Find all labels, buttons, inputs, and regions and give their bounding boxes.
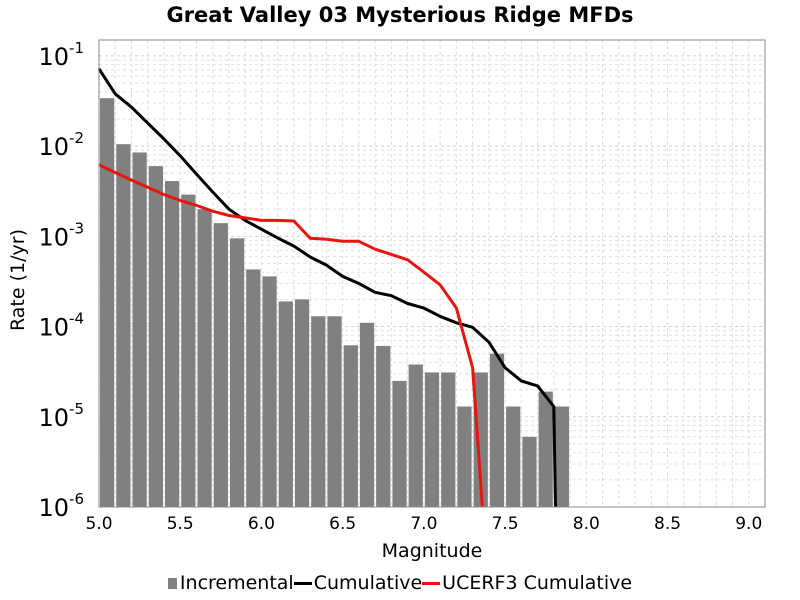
incremental-bar <box>473 372 488 507</box>
cumulative-line <box>97 67 557 508</box>
y-tick-label: 10-1 <box>38 39 84 71</box>
y-axis-label: Rate (1/yr) <box>7 229 29 331</box>
incremental-bar <box>327 316 342 507</box>
incremental-bar <box>392 380 407 507</box>
x-axis-label: Magnitude <box>381 540 483 562</box>
y-tick-label: 10-6 <box>38 490 84 522</box>
legend-label-cumulative: Cumulative <box>313 572 423 594</box>
y-tick-label: 10-4 <box>38 310 84 342</box>
incremental-bar <box>278 301 293 507</box>
y-tick-base: 10 <box>38 314 69 342</box>
legend-label-incremental: Incremental <box>179 572 294 594</box>
y-tick-exponent: -4 <box>69 310 84 328</box>
cumulative-lines <box>97 67 557 508</box>
incremental-bar <box>522 436 537 507</box>
incremental-bar <box>164 181 180 507</box>
incremental-bar <box>197 209 212 507</box>
y-tick-label: 10-2 <box>38 129 84 161</box>
x-tick-label: 8.5 <box>654 514 681 534</box>
x-tick-label: 7.5 <box>492 514 519 534</box>
chart-title: Great Valley 03 Mysterious Ridge MFDs <box>166 3 634 27</box>
incremental-bars <box>100 98 570 508</box>
incremental-bar <box>213 223 228 508</box>
legend-item-cumulative: Cumulative <box>293 572 423 594</box>
y-tick-base: 10 <box>38 133 69 161</box>
incremental-bar <box>262 276 277 507</box>
ucerf3-cumulative-line <box>98 163 484 508</box>
y-tick-base: 10 <box>38 223 69 251</box>
x-tick-label: 8.0 <box>573 514 600 534</box>
incremental-bar <box>132 152 147 508</box>
x-tick-label: 9.0 <box>735 514 762 534</box>
incremental-bar <box>554 406 570 507</box>
plot-frame <box>98 39 766 508</box>
incremental-bar <box>116 144 131 507</box>
y-tick-exponent: -5 <box>69 400 84 418</box>
x-tick-label: 5.0 <box>85 514 112 534</box>
y-tick-label: 10-5 <box>38 400 84 432</box>
incremental-bar <box>457 406 472 507</box>
incremental-bar <box>343 345 358 507</box>
incremental-bar <box>294 299 310 507</box>
y-tick-exponent: -1 <box>69 39 84 57</box>
incremental-bar <box>181 194 196 508</box>
incremental-bar <box>229 238 245 507</box>
incremental-bar <box>376 345 391 507</box>
incremental-bar <box>148 166 163 507</box>
x-tick-label: 7.0 <box>410 514 437 534</box>
axis-tick-labels: 5.0 5.5 6.0 6.5 7.0 7.5 8.0 8.5 9.010-610-510-41… <box>38 39 762 534</box>
y-tick-label: 10-3 <box>38 219 84 251</box>
legend-swatch-ucerf3-cumulative <box>422 581 441 585</box>
legend-swatch-incremental <box>167 577 177 589</box>
incremental-bar <box>311 316 326 507</box>
y-tick-base: 10 <box>38 494 69 522</box>
x-tick-label: 6.5 <box>329 514 356 534</box>
legend-swatch-cumulative <box>293 581 312 585</box>
incremental-bar <box>538 391 553 507</box>
legend: Incremental Cumulative UCERF3 Cumulative <box>0 572 800 594</box>
incremental-bar <box>489 353 505 507</box>
y-tick-base: 10 <box>38 404 69 432</box>
y-tick-exponent: -3 <box>69 219 84 237</box>
x-tick-label: 5.5 <box>167 514 194 534</box>
x-tick-label: 6.0 <box>248 514 275 534</box>
incremental-bar <box>408 364 423 507</box>
incremental-bar <box>424 372 440 507</box>
incremental-bar <box>359 322 375 507</box>
y-tick-base: 10 <box>38 43 69 71</box>
incremental-bar <box>506 406 521 507</box>
y-tick-exponent: -6 <box>69 490 84 508</box>
y-tick-exponent: -2 <box>69 129 84 147</box>
legend-label-ucerf3-cumulative: UCERF3 Cumulative <box>442 572 633 594</box>
legend-item-incremental: Incremental <box>167 572 294 594</box>
incremental-bar <box>100 98 115 508</box>
incremental-bar <box>441 372 456 507</box>
legend-item-ucerf3-cumulative: UCERF3 Cumulative <box>422 572 632 594</box>
incremental-bar <box>246 269 261 507</box>
